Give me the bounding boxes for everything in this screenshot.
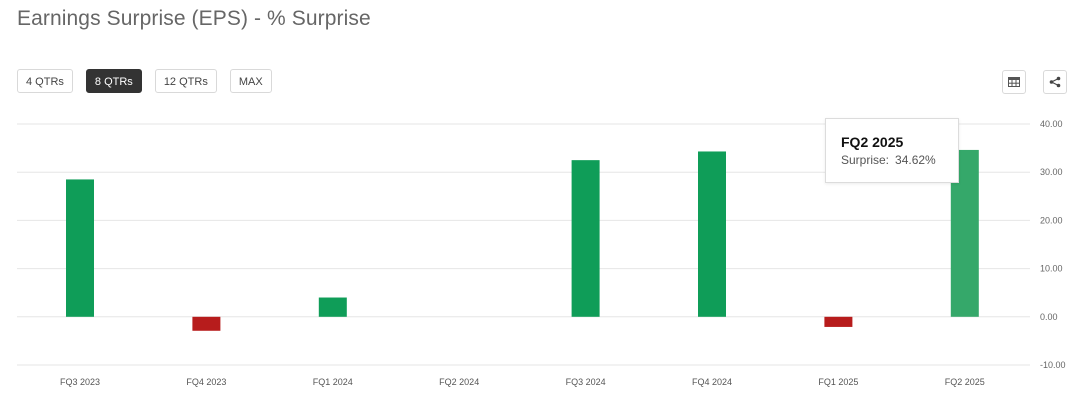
chart-title: Earnings Surprise (EPS) - % Surprise — [17, 7, 371, 30]
period-12-qtrs-button[interactable]: 12 QTRs — [154, 69, 217, 93]
bar-fq4-2023[interactable] — [192, 316, 221, 331]
y-axis-ticks: 40.00 30.00 20.00 10.00 0.00 -10.00 — [1040, 119, 1066, 370]
tooltip: FQ2 2025 Surprise: 34.62% — [825, 118, 959, 183]
tooltip-label: Surprise: — [841, 153, 890, 167]
bar-fq3-2024[interactable] — [571, 160, 600, 317]
y-tick-label: 40.00 — [1040, 119, 1063, 129]
table-view-button[interactable] — [1002, 70, 1026, 94]
y-tick-label: -10.00 — [1040, 360, 1066, 370]
period-selector: 4 QTRs 8 QTRs 12 QTRs MAX — [17, 69, 272, 93]
period-max-button[interactable]: MAX — [229, 69, 272, 93]
table-icon — [1008, 77, 1020, 87]
y-tick-label: 0.00 — [1040, 312, 1058, 322]
y-tick-label: 20.00 — [1040, 215, 1063, 225]
x-tick-label: FQ1 2025 — [818, 377, 858, 387]
bar-fq4-2024[interactable] — [698, 151, 726, 317]
x-tick-label: FQ1 2024 — [313, 377, 353, 387]
y-tick-label: 10.00 — [1040, 264, 1063, 274]
x-tick-label: FQ3 2024 — [566, 377, 606, 387]
x-tick-label: FQ2 2024 — [439, 377, 479, 387]
bar-fq1-2025[interactable] — [824, 316, 853, 327]
x-tick-label: FQ2 2025 — [945, 377, 985, 387]
period-8-qtrs-button[interactable]: 8 QTRs — [85, 69, 142, 93]
x-axis-ticks: FQ3 2023 FQ4 2023 FQ1 2024 FQ2 2024 FQ3 2024… — [60, 377, 985, 387]
period-4-qtrs-button[interactable]: 4 QTRs — [17, 69, 73, 93]
y-tick-label: 30.00 — [1040, 167, 1063, 177]
tooltip-title: FQ2 2025 — [841, 134, 904, 150]
tooltip-value: 34.62% — [895, 153, 936, 167]
bar-fq3-2023[interactable] — [66, 179, 94, 317]
x-tick-label: FQ4 2024 — [692, 377, 732, 387]
bar-fq1-2024[interactable] — [318, 297, 347, 317]
x-tick-label: FQ4 2023 — [186, 377, 226, 387]
share-icon — [1049, 76, 1061, 88]
share-button[interactable] — [1043, 70, 1067, 94]
tooltip-line: Surprise: 34.62% — [841, 153, 958, 167]
x-tick-label: FQ3 2023 — [60, 377, 100, 387]
